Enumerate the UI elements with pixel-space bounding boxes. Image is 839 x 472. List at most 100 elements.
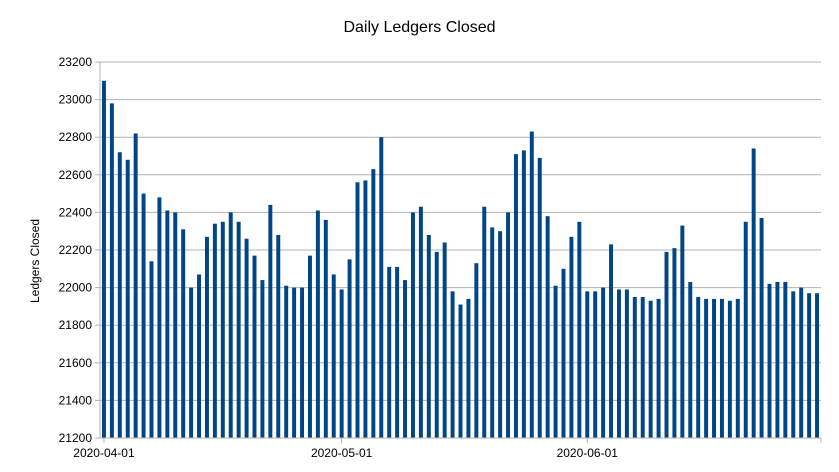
y-tick-label: 21400 [59,393,93,407]
y-tick-label: 21200 [59,431,93,445]
bar [593,291,598,438]
bar [648,300,653,438]
bar [181,229,186,438]
bar [252,255,257,438]
bar [109,103,114,439]
y-tick-label: 22200 [59,243,93,257]
bar [220,221,225,438]
y-tick-label: 22800 [59,130,93,144]
bar [458,304,463,438]
bar [434,251,439,438]
bar [490,227,495,438]
bar [204,236,209,438]
bar [624,289,629,438]
bar [521,150,526,439]
bar [331,274,336,438]
bar [498,231,503,438]
bar [601,287,606,438]
bar [672,248,677,438]
bar [141,193,146,438]
axes [99,62,822,443]
bar [307,255,312,438]
bar [482,206,487,438]
bar [727,300,732,438]
bar [363,180,368,438]
bar [149,261,154,438]
x-tick-label: 2020-04-01 [73,446,135,460]
bar [355,182,360,438]
bar [101,80,106,439]
bar [735,298,740,438]
bar [696,297,701,438]
bar [799,287,804,438]
bar [315,210,320,438]
x-tick-label: 2020-05-01 [311,446,373,460]
bar [743,221,748,438]
bar [537,157,542,438]
bar [268,204,273,438]
bar [529,131,534,438]
bar [553,285,558,438]
bar [292,287,297,438]
bar [284,285,289,438]
bar [212,223,217,438]
bar [545,216,550,438]
y-tick-label: 21800 [59,318,93,332]
bar [632,297,637,438]
bar-series [101,80,820,439]
bar [585,291,590,438]
bar [410,212,415,438]
chart-title: Daily Ledgers Closed [343,19,496,36]
bar [561,268,566,438]
bar [783,281,788,438]
bar [442,242,447,438]
bar [704,298,709,438]
bar [759,218,764,438]
bar [165,210,170,438]
bar [656,298,661,438]
bar [815,293,820,438]
bar [300,287,305,438]
bar [117,152,122,439]
bar [403,280,408,438]
y-tick-label: 22600 [59,168,93,182]
bar [680,225,685,438]
bar [197,274,202,438]
bar [474,263,479,438]
bar [426,234,431,438]
bar [616,289,621,438]
bar [751,148,756,439]
y-tick-label: 23200 [59,55,93,69]
bar [189,287,194,438]
x-axis-tick-labels: 2020-04-01 2020-05-01 2020-06-01 [73,446,618,460]
bar [807,293,812,438]
x-tick-label: 2020-06-01 [557,446,619,460]
bar [379,137,384,438]
bar [347,259,352,438]
bar [339,289,344,438]
bar [577,221,582,438]
bar [506,212,511,438]
bar [276,234,281,438]
y-tick-label: 22400 [59,205,93,219]
bar [719,298,724,438]
bar [173,212,178,438]
bar [513,154,518,438]
bar [323,219,328,438]
y-tick-label: 21600 [59,356,93,370]
bar [387,266,392,438]
bar [775,281,780,438]
bar [767,283,772,438]
bar [157,197,162,438]
bar [466,298,471,438]
bar [236,221,241,438]
bar [371,169,376,438]
bar [450,291,455,438]
y-tick-label: 22000 [59,281,93,295]
bar [664,251,669,438]
bar [640,297,645,438]
bar [133,133,138,438]
bar [260,280,265,438]
bar [395,266,400,438]
